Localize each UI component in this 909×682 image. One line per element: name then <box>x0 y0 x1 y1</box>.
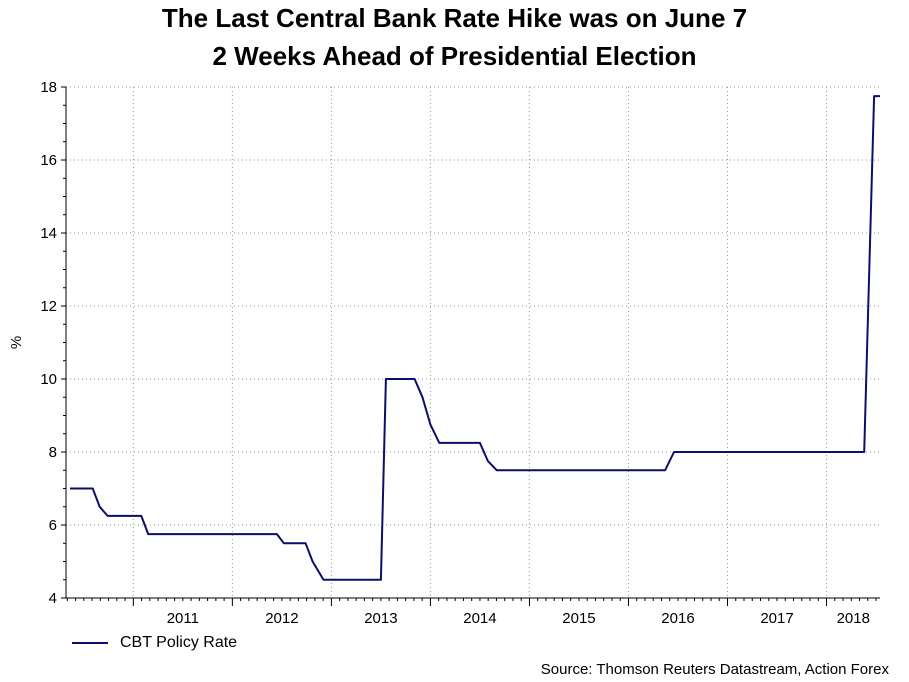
y-axis-label: % <box>8 336 25 349</box>
chart-title-line-2: 2 Weeks Ahead of Presidential Election <box>212 41 697 71</box>
x-tick-label: 2013 <box>364 610 397 627</box>
legend-label: CBT Policy Rate <box>120 634 238 651</box>
y-tick-label: 14 <box>40 225 57 242</box>
legend-swatch <box>72 642 108 644</box>
x-tick-label: 2018 <box>837 610 870 627</box>
series-layer <box>70 95 880 581</box>
grid-lines <box>66 86 880 598</box>
y-tick-label: 4 <box>49 590 57 607</box>
legend: CBT Policy Rate <box>72 634 237 652</box>
x-tick-label: 2014 <box>463 610 496 627</box>
y-tick-label: 6 <box>49 517 57 534</box>
x-tick-label: 2016 <box>661 610 694 627</box>
y-tick-label: 18 <box>40 79 57 96</box>
y-tick-label: 8 <box>49 444 57 461</box>
x-tick-label: 2012 <box>265 610 298 627</box>
y-tick-label: 10 <box>40 371 57 388</box>
series-line-cbt-policy-rate <box>70 95 880 581</box>
source-note: Source: Thomson Reuters Datastream, Acti… <box>540 661 889 678</box>
y-tick-label: 16 <box>40 152 57 169</box>
x-tick-label: 2011 <box>167 610 199 627</box>
y-tick-label: 12 <box>40 298 57 315</box>
x-tick-label: 2017 <box>760 610 793 627</box>
chart-title-line-1: The Last Central Bank Rate Hike was on J… <box>161 3 748 33</box>
axes: 4 6 8 10 12 14 16 18 2011 2012 2013 2014 2015 2016 201… <box>8 79 880 627</box>
x-tick-label: 2015 <box>562 610 595 627</box>
